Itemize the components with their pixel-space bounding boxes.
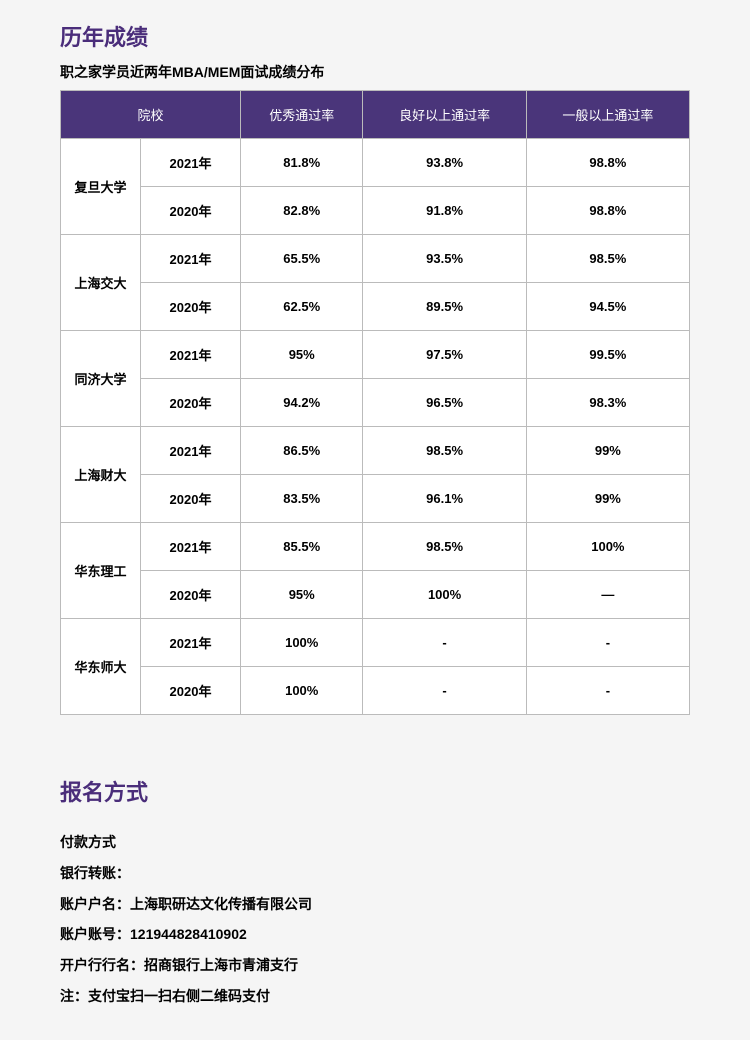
normal-cell: — <box>526 571 689 619</box>
results-subtitle: 职之家学员近两年MBA/MEM面试成绩分布 <box>60 62 690 82</box>
normal-cell: 100% <box>526 523 689 571</box>
year-cell: 2020年 <box>141 475 241 523</box>
school-name-cell: 华东师大 <box>61 619 141 715</box>
good-cell: 100% <box>363 571 526 619</box>
year-cell: 2020年 <box>141 187 241 235</box>
results-section: 历年成绩 职之家学员近两年MBA/MEM面试成绩分布 院校 优秀通过率 良好以上… <box>60 20 690 715</box>
good-cell: - <box>363 619 526 667</box>
col-school: 院校 <box>61 91 241 139</box>
table-row: 上海交大2021年65.5%93.5%98.5% <box>61 235 690 283</box>
table-row: 2020年82.8%91.8%98.8% <box>61 187 690 235</box>
year-cell: 2021年 <box>141 523 241 571</box>
good-cell: 96.5% <box>363 379 526 427</box>
table-row: 2020年94.2%96.5%98.3% <box>61 379 690 427</box>
table-row: 2020年83.5%96.1%99% <box>61 475 690 523</box>
table-row: 华东师大2021年100%-- <box>61 619 690 667</box>
col-normal: 一般以上通过率 <box>526 91 689 139</box>
year-cell: 2020年 <box>141 379 241 427</box>
table-row: 华东理工2021年85.5%98.5%100% <box>61 523 690 571</box>
year-cell: 2020年 <box>141 667 241 715</box>
registration-line: 付款方式 <box>60 827 690 858</box>
school-name-cell: 华东理工 <box>61 523 141 619</box>
col-excellent: 优秀通过率 <box>241 91 363 139</box>
normal-cell: 98.8% <box>526 187 689 235</box>
school-name-cell: 上海交大 <box>61 235 141 331</box>
year-cell: 2021年 <box>141 331 241 379</box>
table-row: 上海财大2021年86.5%98.5%99% <box>61 427 690 475</box>
registration-line: 开户行行名：招商银行上海市青浦支行 <box>60 950 690 981</box>
col-good: 良好以上通过率 <box>363 91 526 139</box>
year-cell: 2021年 <box>141 139 241 187</box>
excellent-cell: 100% <box>241 619 363 667</box>
year-cell: 2021年 <box>141 235 241 283</box>
good-cell: - <box>363 667 526 715</box>
excellent-cell: 82.8% <box>241 187 363 235</box>
excellent-cell: 83.5% <box>241 475 363 523</box>
normal-cell: 94.5% <box>526 283 689 331</box>
good-cell: 98.5% <box>363 523 526 571</box>
table-row: 2020年62.5%89.5%94.5% <box>61 283 690 331</box>
good-cell: 93.5% <box>363 235 526 283</box>
good-cell: 93.8% <box>363 139 526 187</box>
registration-section: 报名方式 付款方式银行转账：账户户名：上海职研达文化传播有限公司账户账号：121… <box>60 775 690 1012</box>
normal-cell: 99% <box>526 427 689 475</box>
table-row: 2020年100%-- <box>61 667 690 715</box>
good-cell: 98.5% <box>363 427 526 475</box>
excellent-cell: 95% <box>241 571 363 619</box>
excellent-cell: 62.5% <box>241 283 363 331</box>
good-cell: 97.5% <box>363 331 526 379</box>
normal-cell: 98.3% <box>526 379 689 427</box>
normal-cell: 98.5% <box>526 235 689 283</box>
normal-cell: - <box>526 619 689 667</box>
excellent-cell: 94.2% <box>241 379 363 427</box>
registration-line: 账户户名：上海职研达文化传播有限公司 <box>60 889 690 920</box>
excellent-cell: 81.8% <box>241 139 363 187</box>
excellent-cell: 95% <box>241 331 363 379</box>
excellent-cell: 86.5% <box>241 427 363 475</box>
excellent-cell: 100% <box>241 667 363 715</box>
year-cell: 2020年 <box>141 283 241 331</box>
school-name-cell: 复旦大学 <box>61 139 141 235</box>
school-name-cell: 上海财大 <box>61 427 141 523</box>
registration-line: 账户账号：121944828410902 <box>60 919 690 950</box>
results-table: 院校 优秀通过率 良好以上通过率 一般以上通过率 复旦大学2021年81.8%9… <box>60 90 690 715</box>
normal-cell: 98.8% <box>526 139 689 187</box>
registration-line: 银行转账： <box>60 858 690 889</box>
good-cell: 89.5% <box>363 283 526 331</box>
year-cell: 2021年 <box>141 427 241 475</box>
good-cell: 96.1% <box>363 475 526 523</box>
year-cell: 2020年 <box>141 571 241 619</box>
year-cell: 2021年 <box>141 619 241 667</box>
normal-cell: - <box>526 667 689 715</box>
table-row: 2020年95%100%— <box>61 571 690 619</box>
table-row: 同济大学2021年95%97.5%99.5% <box>61 331 690 379</box>
registration-title: 报名方式 <box>60 775 690 807</box>
school-name-cell: 同济大学 <box>61 331 141 427</box>
good-cell: 91.8% <box>363 187 526 235</box>
excellent-cell: 85.5% <box>241 523 363 571</box>
table-row: 复旦大学2021年81.8%93.8%98.8% <box>61 139 690 187</box>
normal-cell: 99.5% <box>526 331 689 379</box>
results-title: 历年成绩 <box>60 20 690 52</box>
registration-line: 注：支付宝扫一扫右侧二维码支付 <box>60 981 690 1012</box>
normal-cell: 99% <box>526 475 689 523</box>
excellent-cell: 65.5% <box>241 235 363 283</box>
